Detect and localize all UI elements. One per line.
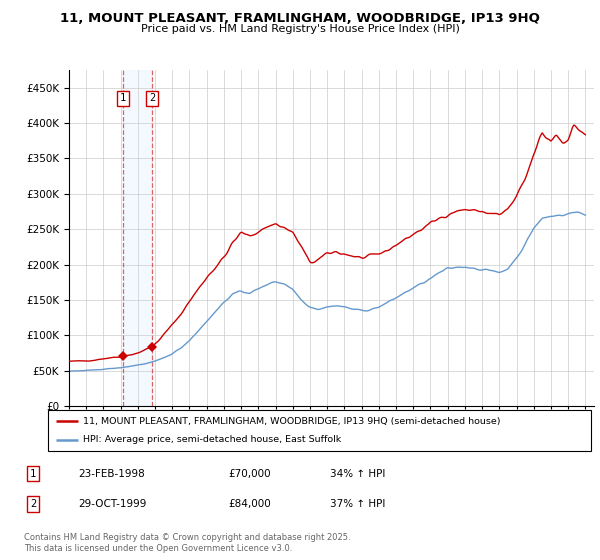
Text: 1: 1 (120, 94, 127, 103)
Text: 37% ↑ HPI: 37% ↑ HPI (330, 499, 385, 509)
Text: £84,000: £84,000 (228, 499, 271, 509)
Text: HPI: Average price, semi-detached house, East Suffolk: HPI: Average price, semi-detached house,… (83, 436, 341, 445)
Text: 11, MOUNT PLEASANT, FRAMLINGHAM, WOODBRIDGE, IP13 9HQ: 11, MOUNT PLEASANT, FRAMLINGHAM, WOODBRI… (60, 12, 540, 25)
Text: 29-OCT-1999: 29-OCT-1999 (78, 499, 146, 509)
Text: £70,000: £70,000 (228, 469, 271, 479)
Text: 2: 2 (149, 94, 155, 103)
Text: 1: 1 (30, 469, 36, 479)
Bar (123, 70, 152, 406)
Text: 34% ↑ HPI: 34% ↑ HPI (330, 469, 385, 479)
Text: 11, MOUNT PLEASANT, FRAMLINGHAM, WOODBRIDGE, IP13 9HQ (semi-detached house): 11, MOUNT PLEASANT, FRAMLINGHAM, WOODBRI… (83, 417, 501, 426)
Text: 2: 2 (30, 499, 36, 509)
FancyBboxPatch shape (48, 410, 591, 451)
Text: Price paid vs. HM Land Registry's House Price Index (HPI): Price paid vs. HM Land Registry's House … (140, 24, 460, 34)
Text: Contains HM Land Registry data © Crown copyright and database right 2025.
This d: Contains HM Land Registry data © Crown c… (24, 533, 350, 553)
Text: 23-FEB-1998: 23-FEB-1998 (78, 469, 145, 479)
